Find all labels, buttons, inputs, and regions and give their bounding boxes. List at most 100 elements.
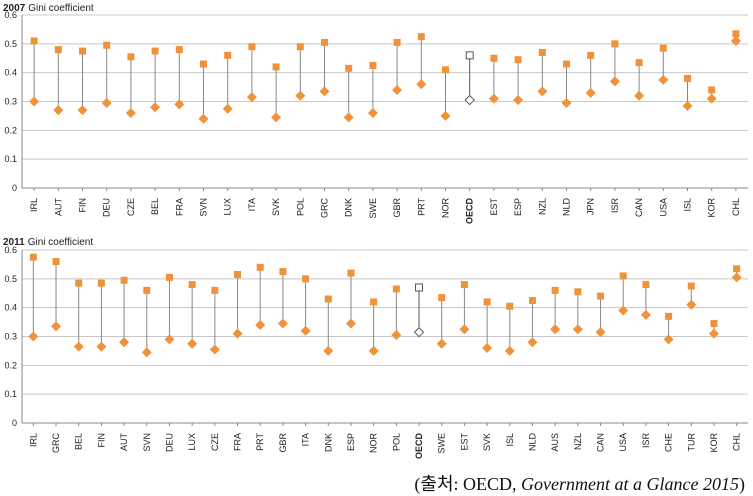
x-tick-label: SVN: [142, 433, 152, 452]
low-value-marker: [368, 345, 379, 356]
x-tick-label: ESP: [346, 433, 356, 451]
x-tick-label: FIN: [78, 198, 88, 213]
high-value-marker: [200, 60, 207, 68]
x-tick-label: CZE: [210, 433, 220, 451]
low-value-marker: [658, 74, 669, 85]
low-value-marker: [585, 87, 596, 98]
low-value-marker: [682, 100, 693, 111]
high-value-marker: [642, 281, 650, 289]
x-tick-label: OECD: [465, 198, 475, 225]
low-value-marker: [119, 337, 130, 348]
y-tick-label: 0: [12, 183, 17, 193]
low-value-marker: [222, 103, 233, 114]
y-tick-label: 0.5: [4, 274, 17, 284]
low-value-marker: [527, 337, 538, 348]
y-tick-label: 0.3: [4, 332, 17, 342]
high-value-marker: [574, 288, 582, 296]
low-value-marker: [51, 321, 62, 332]
x-tick-label: ISL: [505, 433, 515, 447]
low-value-marker: [488, 93, 499, 104]
x-tick-label: TUR: [686, 433, 696, 452]
low-value-marker: [198, 113, 209, 124]
source-caption: (출처: OECD, Government at a Glance 2015): [414, 470, 745, 496]
high-value-marker: [659, 44, 667, 52]
low-value-marker: [392, 84, 403, 95]
high-value-marker: [619, 272, 627, 280]
x-tick-label: EST: [489, 198, 499, 216]
low-value-marker: [416, 79, 427, 90]
x-tick-label: NOR: [441, 198, 451, 219]
x-tick-label: PRT: [255, 433, 265, 451]
high-value-marker: [347, 269, 355, 277]
oecd-low-marker: [464, 94, 475, 106]
low-value-marker: [440, 110, 451, 121]
high-value-marker: [635, 59, 643, 67]
high-value-marker: [256, 263, 264, 271]
low-value-marker: [730, 35, 741, 46]
low-value-marker: [164, 334, 175, 345]
panel-title: 2011 Gini coefficient: [3, 237, 93, 248]
x-tick-label: ISL: [683, 198, 693, 212]
high-value-marker: [483, 298, 491, 306]
high-value-marker: [54, 46, 62, 54]
high-value-marker: [687, 282, 695, 290]
x-tick-label: USA: [618, 433, 628, 452]
panel-year: 2011: [3, 237, 25, 248]
low-value-marker: [232, 328, 243, 339]
x-tick-label: EST: [459, 433, 469, 451]
x-tick-label: DNK: [323, 433, 333, 452]
low-value-marker: [482, 343, 493, 354]
high-value-marker: [234, 271, 242, 279]
high-value-marker: [296, 43, 304, 51]
x-tick-label: IRL: [29, 198, 39, 212]
high-value-marker: [506, 302, 514, 310]
x-tick-label: NLD: [527, 433, 537, 452]
low-value-marker: [504, 345, 515, 356]
x-tick-label: PRT: [416, 198, 426, 216]
high-value-marker: [393, 38, 401, 46]
high-value-marker: [279, 268, 287, 276]
x-tick-label: IRL: [28, 433, 38, 447]
high-value-marker: [79, 47, 86, 55]
low-value-marker: [550, 324, 561, 335]
y-tick-label: 0: [12, 418, 17, 428]
high-value-marker: [417, 33, 425, 41]
low-value-marker: [295, 90, 306, 101]
x-tick-label: USA: [658, 198, 668, 217]
high-value-marker: [188, 281, 196, 289]
x-tick-label: OECD: [414, 433, 424, 460]
low-value-marker: [708, 328, 719, 339]
x-tick-label: ISR: [610, 198, 620, 214]
x-tick-label: POL: [391, 433, 401, 451]
low-value-marker: [640, 309, 651, 320]
low-value-marker: [663, 334, 674, 345]
high-value-marker: [587, 51, 595, 59]
x-tick-label: AUS: [550, 433, 560, 452]
low-value-marker: [513, 95, 524, 106]
high-value-marker: [563, 60, 570, 68]
panel-year: 2007: [3, 3, 26, 14]
high-value-marker: [345, 64, 353, 72]
low-value-marker: [77, 105, 88, 116]
high-value-marker: [369, 61, 377, 69]
high-value-marker: [460, 281, 468, 289]
chart-canvas: 2007 Gini coefficient00.10.20.30.40.50.6I…: [3, 3, 748, 460]
x-tick-label: DEU: [164, 433, 174, 452]
y-tick-label: 0.3: [4, 97, 17, 107]
high-value-marker: [597, 292, 605, 300]
high-value-marker: [538, 48, 546, 56]
high-value-marker: [75, 279, 83, 287]
x-tick-label: CHE: [664, 433, 674, 452]
x-tick-label: CHL: [731, 198, 741, 216]
low-value-marker: [367, 108, 378, 119]
low-value-marker: [319, 86, 330, 97]
x-tick-label: ITA: [301, 433, 311, 446]
x-tick-label: LUX: [187, 433, 197, 451]
high-value-marker: [97, 279, 105, 287]
high-value-marker: [490, 54, 498, 62]
low-value-marker: [255, 319, 266, 330]
x-tick-label: CHL: [732, 433, 742, 451]
low-value-marker: [150, 102, 161, 113]
low-value-marker: [436, 338, 447, 349]
high-value-marker: [551, 286, 559, 294]
